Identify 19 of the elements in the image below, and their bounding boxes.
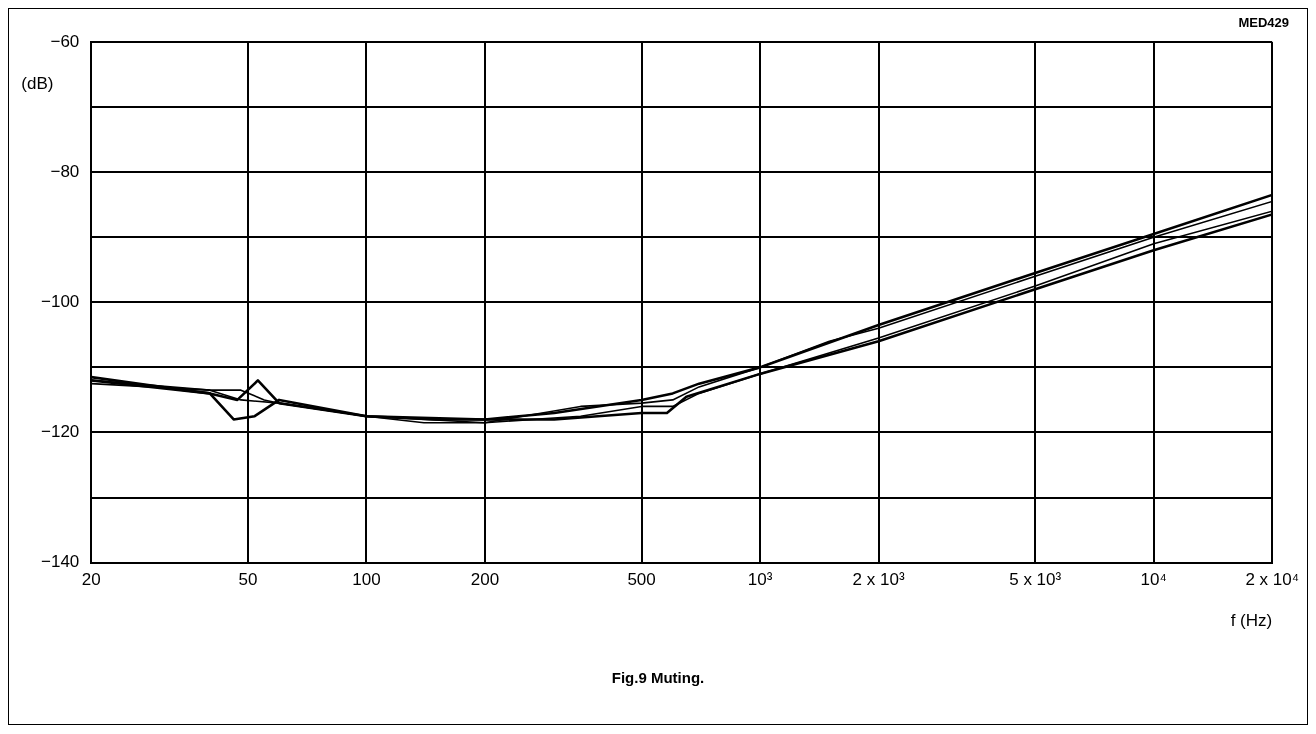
y-tick-label: −100 [40,291,80,311]
text: MED429 [1238,15,1289,30]
x-axis-title: f (Hz) [1230,610,1273,630]
x-tick-label: 10⁴ [1140,570,1167,590]
x-tick-label: 20 [81,570,101,590]
x-tick-label: 200 [470,570,500,590]
x-tick-label: 5 x 10³ [1009,570,1062,590]
x-tick-label: 2 x 10⁴ [1245,570,1300,590]
x-tick-label: 2 x 10³ [852,570,905,590]
y-tick-label: −60 [50,31,80,51]
y-tick-label: −140 [40,552,80,572]
x-tick-label: 100 [352,570,381,590]
x-tick-label: 50 [238,570,258,590]
caption: Fig.9 Muting. [610,669,706,688]
y-tick-label: −120 [40,422,80,442]
x-tick-label: 10³ [747,570,773,590]
x-tick-label: 500 [627,570,656,590]
y-tick-label: −80 [50,161,80,181]
y-axis-title: (dB) [21,73,54,93]
